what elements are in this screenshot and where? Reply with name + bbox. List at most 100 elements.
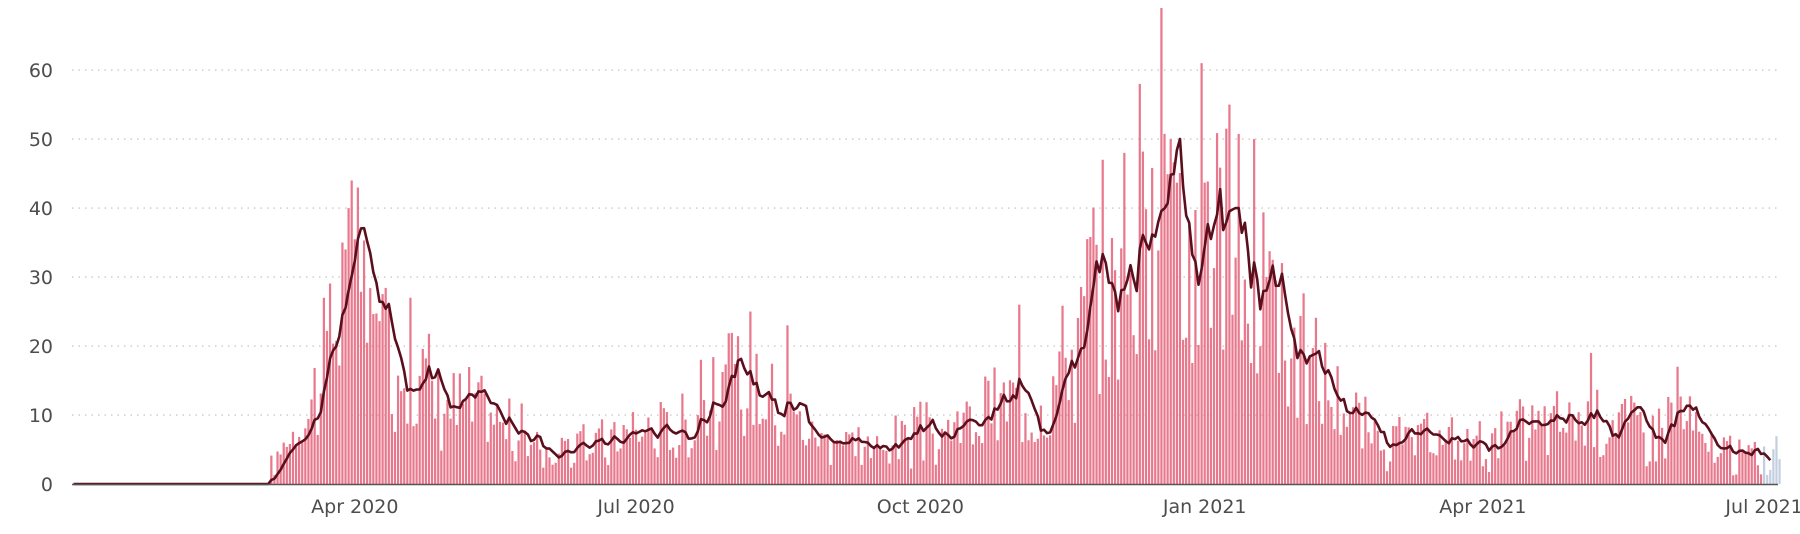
daily-bar <box>792 411 795 484</box>
daily-bar <box>440 450 443 484</box>
daily-bar <box>962 412 965 484</box>
daily-bar <box>294 444 298 484</box>
daily-bar <box>396 375 400 484</box>
daily-bar <box>814 437 817 484</box>
daily-bar <box>1178 173 1182 484</box>
daily-bar <box>968 406 971 484</box>
daily-bar <box>733 363 737 484</box>
incomplete-day-bar <box>1762 446 1766 484</box>
daily-bar <box>879 447 882 484</box>
daily-bar <box>906 437 910 484</box>
incomplete-day-bar <box>1778 459 1781 484</box>
daily-bar <box>1299 315 1302 484</box>
daily-bar <box>665 412 669 484</box>
daily-bar <box>937 449 941 484</box>
daily-bar <box>393 431 397 484</box>
daily-bar <box>1138 83 1141 484</box>
daily-bar <box>1722 437 1726 484</box>
daily-bar <box>727 333 730 484</box>
daily-bar <box>925 402 928 484</box>
daily-bar <box>999 393 1002 484</box>
daily-bar <box>1392 425 1395 484</box>
daily-bar <box>1163 133 1166 484</box>
daily-bar <box>1623 398 1627 484</box>
daily-bar <box>1592 447 1596 484</box>
daily-bar <box>1565 432 1568 484</box>
daily-bar <box>511 450 514 484</box>
daily-bar <box>1750 448 1753 484</box>
daily-bar <box>492 424 495 484</box>
daily-bar <box>1484 459 1488 484</box>
daily-bar <box>1562 427 1565 484</box>
daily-bar <box>1175 182 1178 484</box>
daily-bar <box>696 415 699 484</box>
daily-bar <box>1064 357 1067 484</box>
daily-bar <box>1194 210 1197 484</box>
daily-bar <box>1327 400 1330 484</box>
daily-bar <box>350 180 353 484</box>
daily-bar <box>736 336 740 484</box>
daily-bar <box>545 446 548 484</box>
daily-bar <box>1472 439 1475 484</box>
y-tick-label: 50 <box>29 129 53 151</box>
daily-bar <box>384 287 387 484</box>
daily-bar <box>888 463 891 484</box>
daily-bar <box>761 418 764 484</box>
daily-bar <box>1549 413 1552 484</box>
daily-bar <box>1147 339 1151 484</box>
y-tick-label: 20 <box>29 336 53 358</box>
daily-bar <box>1154 350 1157 484</box>
daily-bar <box>353 239 356 484</box>
daily-bar <box>1698 431 1701 484</box>
daily-bar <box>777 445 780 484</box>
daily-bar <box>1413 455 1416 484</box>
daily-bar <box>1559 431 1562 484</box>
daily-bar <box>990 423 993 484</box>
x-tick-label: Oct 2020 <box>877 496 964 518</box>
daily-bar <box>335 340 338 484</box>
incomplete-day-bar <box>1775 436 1778 484</box>
daily-bar <box>1704 442 1707 484</box>
daily-bar <box>1664 458 1667 484</box>
daily-bar <box>1447 426 1450 484</box>
daily-bar <box>1367 432 1370 484</box>
daily-bar <box>807 438 811 484</box>
daily-bar <box>378 321 381 484</box>
daily-bar <box>656 457 659 484</box>
daily-bar <box>325 330 329 484</box>
daily-bar <box>1534 429 1537 484</box>
daily-bar <box>418 375 421 484</box>
daily-bar <box>607 465 610 484</box>
daily-bar <box>489 412 492 484</box>
daily-bar <box>1160 8 1163 484</box>
daily-bar <box>566 439 570 484</box>
daily-bar <box>1701 433 1704 484</box>
daily-bar <box>1030 432 1033 484</box>
daily-bar <box>1633 402 1636 484</box>
daily-bar <box>532 442 536 484</box>
daily-bar <box>1280 263 1284 484</box>
daily-bar <box>1589 352 1593 484</box>
daily-bar <box>832 441 835 484</box>
daily-bar <box>483 393 486 484</box>
daily-bar <box>1351 407 1355 484</box>
daily-bar <box>1231 314 1234 484</box>
y-tick-label: 40 <box>29 198 53 220</box>
daily-bar <box>298 436 301 484</box>
daily-bar <box>1011 382 1015 484</box>
daily-bar <box>715 450 718 484</box>
daily-bar <box>1314 317 1318 484</box>
daily-bar <box>724 364 727 484</box>
daily-bar <box>449 418 452 484</box>
daily-bar <box>1126 294 1129 484</box>
daily-bar <box>919 401 922 484</box>
grid-lines <box>72 69 1778 416</box>
daily-bar <box>730 332 733 484</box>
daily-bar <box>974 432 978 484</box>
daily-bar <box>869 458 873 484</box>
daily-bar <box>1265 276 1268 484</box>
daily-bar <box>1324 342 1327 484</box>
daily-bar <box>1438 430 1441 484</box>
daily-bar <box>693 440 696 484</box>
daily-bar <box>1308 357 1311 484</box>
